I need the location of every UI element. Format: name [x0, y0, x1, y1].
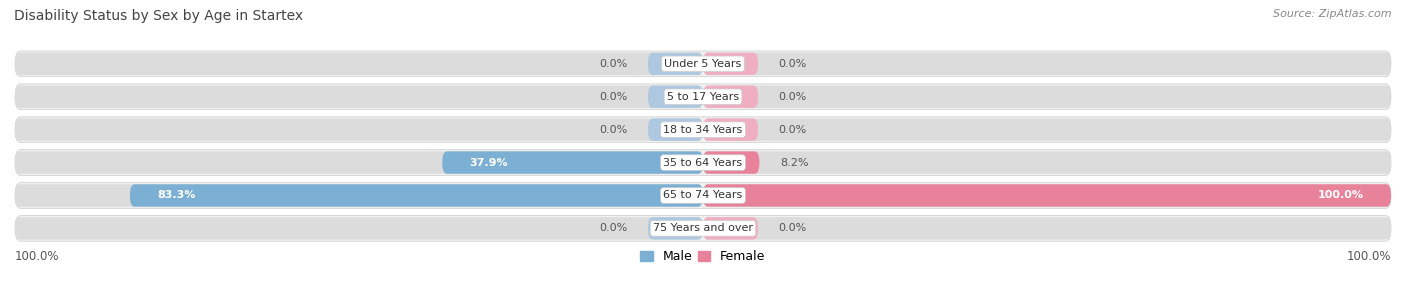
- Text: 100.0%: 100.0%: [1347, 250, 1391, 263]
- FancyBboxPatch shape: [703, 184, 1391, 207]
- Text: 35 to 64 Years: 35 to 64 Years: [664, 158, 742, 167]
- Text: 83.3%: 83.3%: [157, 190, 195, 200]
- Text: 0.0%: 0.0%: [599, 125, 627, 135]
- FancyBboxPatch shape: [15, 150, 1391, 175]
- FancyBboxPatch shape: [129, 184, 703, 207]
- FancyBboxPatch shape: [648, 118, 703, 141]
- Text: 100.0%: 100.0%: [1317, 190, 1364, 200]
- FancyBboxPatch shape: [15, 51, 1391, 77]
- Text: 18 to 34 Years: 18 to 34 Years: [664, 125, 742, 135]
- FancyBboxPatch shape: [15, 184, 703, 207]
- Text: 0.0%: 0.0%: [599, 92, 627, 102]
- Legend: Male, Female: Male, Female: [636, 246, 770, 268]
- FancyBboxPatch shape: [15, 217, 703, 239]
- FancyBboxPatch shape: [703, 151, 1391, 174]
- FancyBboxPatch shape: [15, 183, 1391, 208]
- FancyBboxPatch shape: [15, 86, 703, 108]
- FancyBboxPatch shape: [703, 53, 758, 75]
- Text: 65 to 74 Years: 65 to 74 Years: [664, 190, 742, 200]
- FancyBboxPatch shape: [15, 151, 703, 174]
- FancyBboxPatch shape: [443, 151, 703, 174]
- FancyBboxPatch shape: [648, 53, 703, 75]
- FancyBboxPatch shape: [703, 53, 1391, 75]
- Text: 5 to 17 Years: 5 to 17 Years: [666, 92, 740, 102]
- Text: Under 5 Years: Under 5 Years: [665, 59, 741, 69]
- FancyBboxPatch shape: [15, 53, 703, 75]
- FancyBboxPatch shape: [703, 118, 758, 141]
- FancyBboxPatch shape: [703, 217, 758, 239]
- Text: 0.0%: 0.0%: [779, 59, 807, 69]
- FancyBboxPatch shape: [648, 217, 703, 239]
- Text: 8.2%: 8.2%: [780, 158, 808, 167]
- Text: 0.0%: 0.0%: [599, 223, 627, 233]
- FancyBboxPatch shape: [15, 117, 1391, 142]
- FancyBboxPatch shape: [703, 118, 1391, 141]
- FancyBboxPatch shape: [703, 86, 1391, 108]
- Text: 75 Years and over: 75 Years and over: [652, 223, 754, 233]
- Text: 0.0%: 0.0%: [599, 59, 627, 69]
- FancyBboxPatch shape: [15, 84, 1391, 109]
- Text: Disability Status by Sex by Age in Startex: Disability Status by Sex by Age in Start…: [14, 9, 304, 23]
- Text: 0.0%: 0.0%: [779, 223, 807, 233]
- FancyBboxPatch shape: [703, 151, 759, 174]
- FancyBboxPatch shape: [648, 86, 703, 108]
- Text: 0.0%: 0.0%: [779, 125, 807, 135]
- Text: Source: ZipAtlas.com: Source: ZipAtlas.com: [1274, 9, 1392, 19]
- FancyBboxPatch shape: [703, 184, 1391, 207]
- FancyBboxPatch shape: [15, 216, 1391, 241]
- Text: 100.0%: 100.0%: [15, 250, 59, 263]
- Text: 37.9%: 37.9%: [470, 158, 509, 167]
- Text: 0.0%: 0.0%: [779, 92, 807, 102]
- FancyBboxPatch shape: [15, 118, 703, 141]
- FancyBboxPatch shape: [703, 86, 758, 108]
- FancyBboxPatch shape: [703, 217, 1391, 239]
